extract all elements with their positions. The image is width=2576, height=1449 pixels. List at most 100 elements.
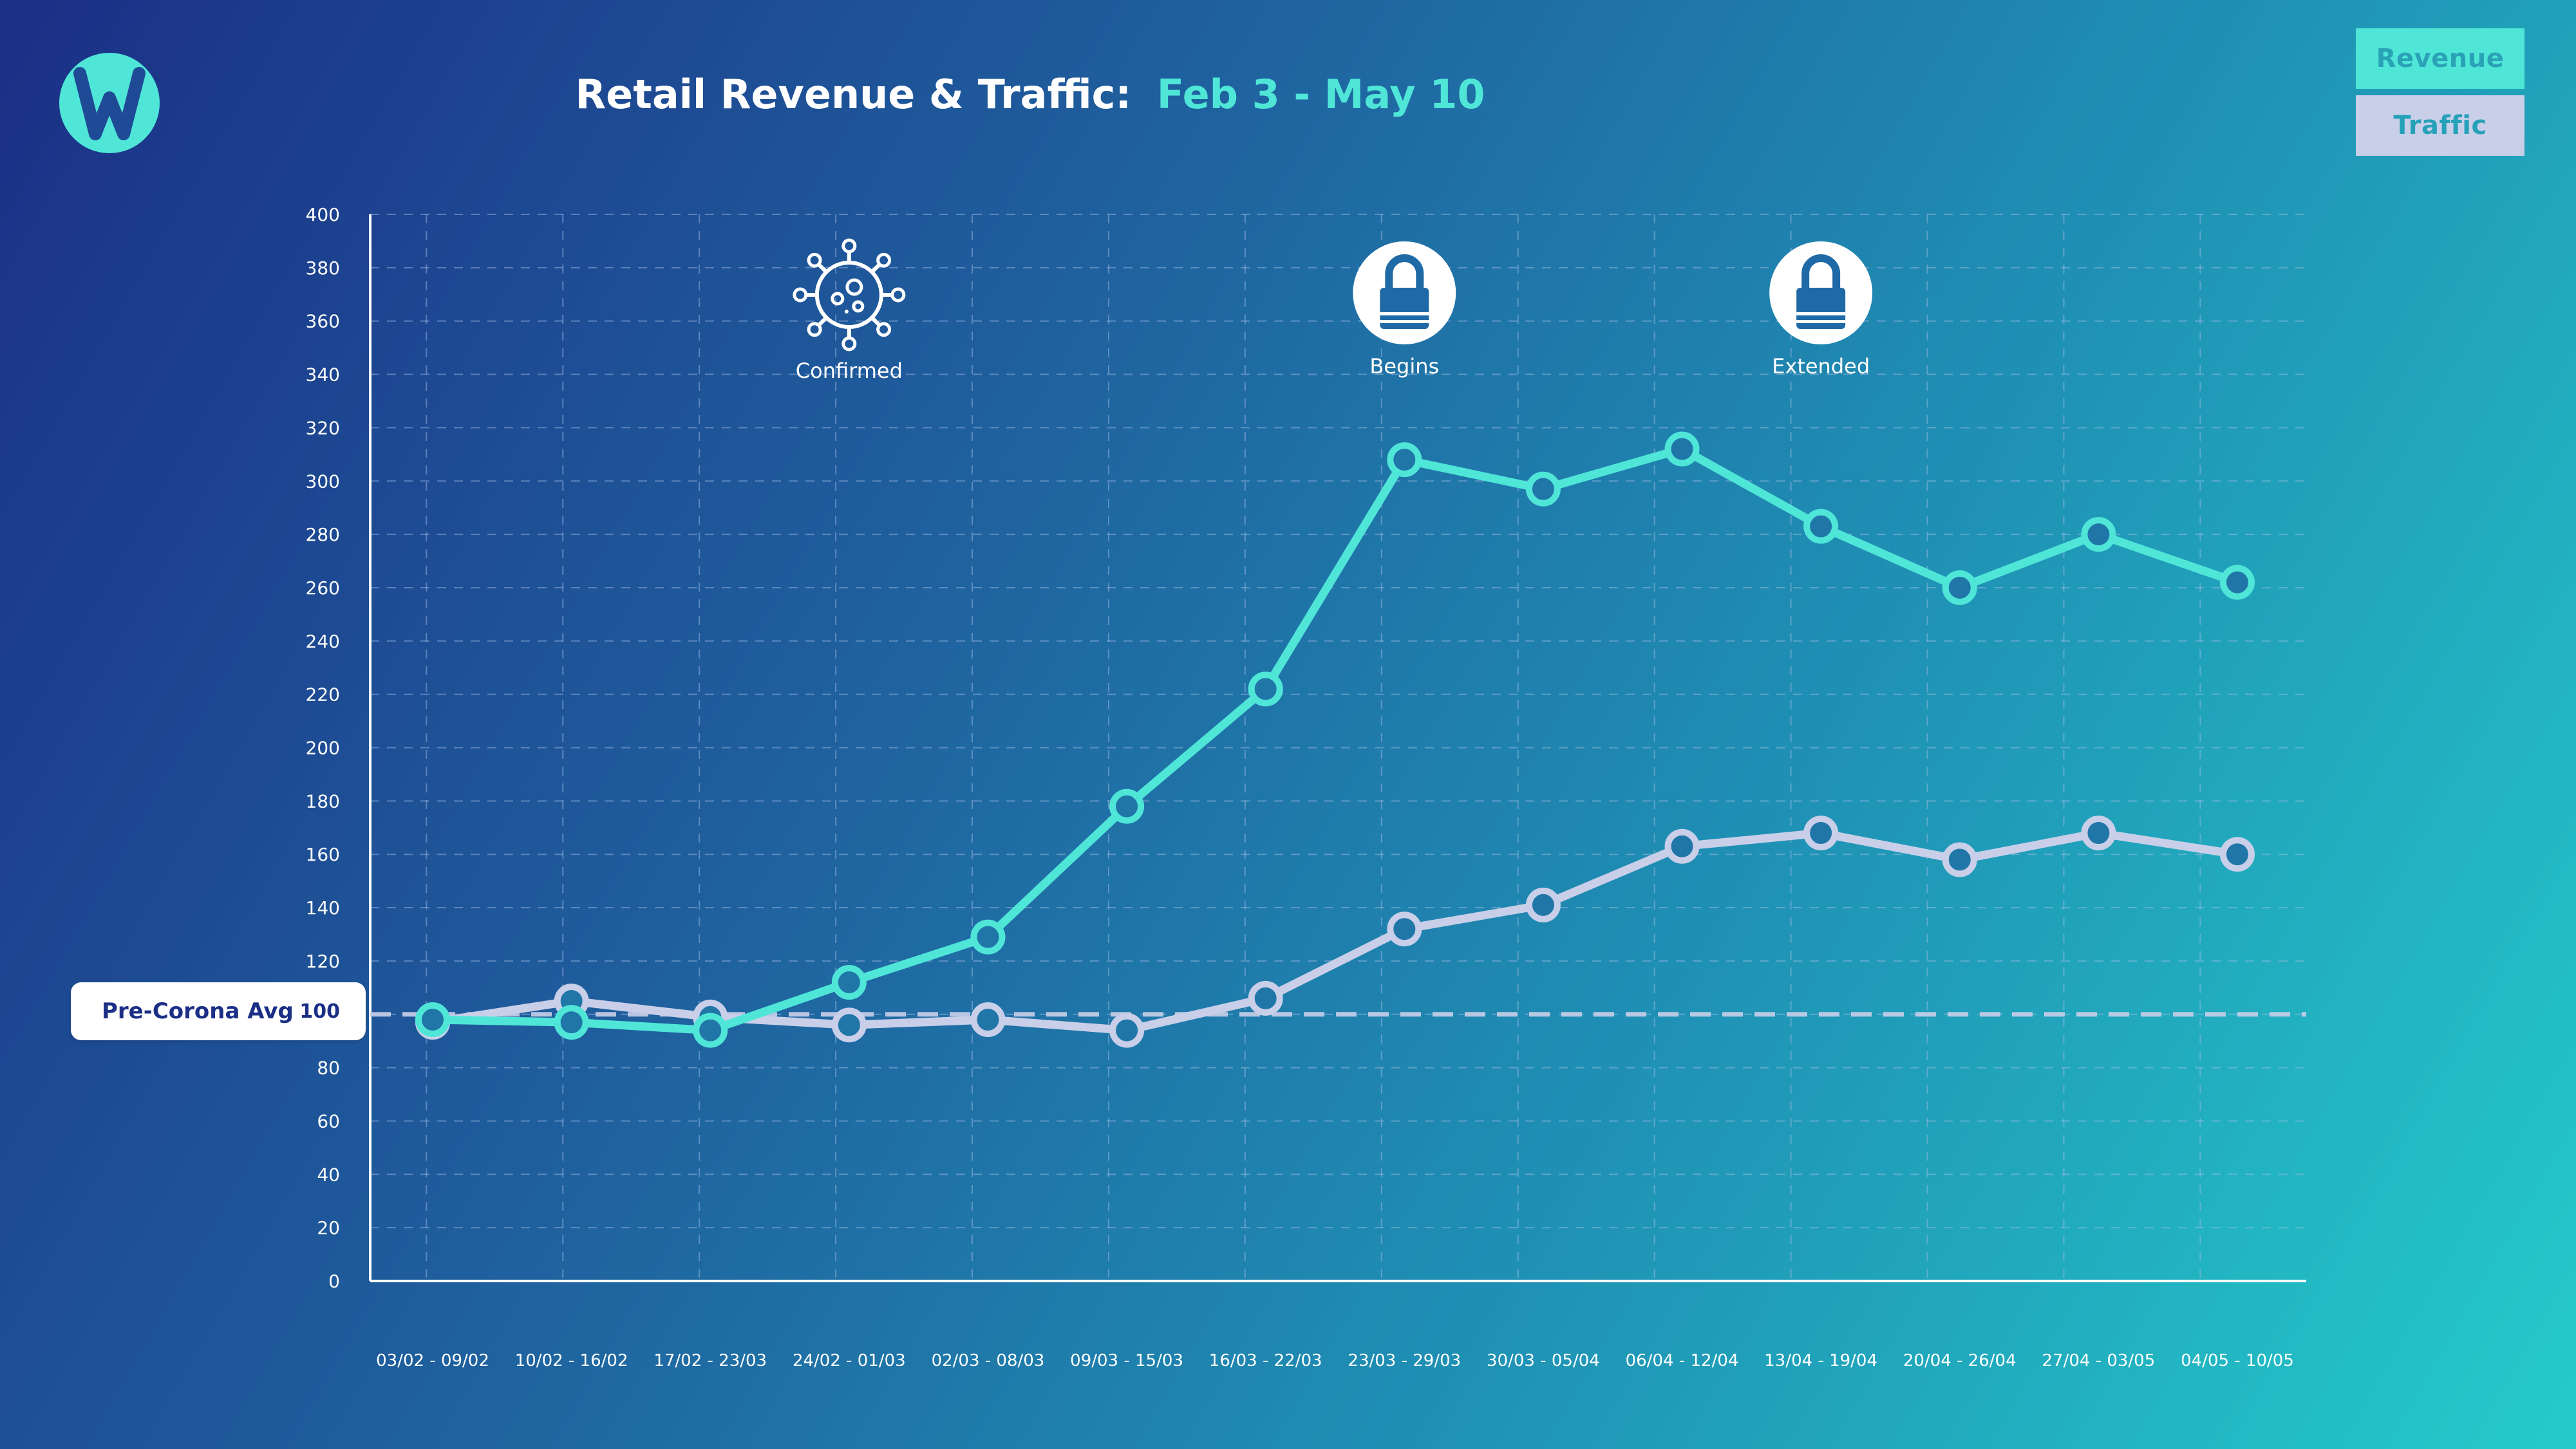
virus-spike-tip — [876, 322, 892, 337]
y-tick-label: 240 — [306, 631, 340, 652]
virus-spike-tip — [841, 238, 857, 254]
grid — [370, 214, 2306, 1281]
series-revenue — [415, 431, 2255, 1048]
y-tick-label: 40 — [317, 1164, 340, 1185]
event-label: Extended — [1772, 354, 1870, 379]
chart-title: Retail Revenue & Traffic: Feb 3 - May 10 — [575, 71, 1485, 118]
event-label: Begins — [1369, 354, 1439, 379]
legend-revenue[interactable]: Revenue — [2356, 28, 2524, 89]
y-tick-label: 400 — [306, 204, 340, 225]
chart-title-accent: Feb 3 - May 10 — [1157, 71, 1485, 118]
x-tick-label: 10/02 - 16/02 — [515, 1351, 628, 1370]
virus-spike-tip — [807, 322, 822, 337]
y-tick-label: 340 — [306, 364, 340, 386]
y-tick-label: 20 — [317, 1217, 340, 1239]
series-traffic — [415, 816, 2255, 1048]
virus-body — [814, 261, 883, 329]
logo-icon — [59, 53, 160, 153]
series — [415, 431, 2255, 1048]
revenue-point — [970, 919, 1006, 955]
x-tick-label: 03/02 - 09/02 — [376, 1351, 489, 1370]
event-marker: Begins — [1353, 241, 1456, 379]
traffic-point — [1387, 911, 1422, 947]
revenue-point — [831, 965, 867, 1000]
virus-spike-tip — [876, 252, 892, 268]
virus-cell — [845, 278, 863, 296]
y-tick-label: 280 — [306, 524, 340, 545]
y-tick-label: 140 — [306, 897, 340, 919]
virus-cell — [831, 292, 845, 306]
revenue-point — [1525, 471, 1561, 507]
virus-spike-tip — [793, 287, 808, 303]
revenue-point — [1109, 789, 1145, 824]
y-tick-label: 320 — [306, 417, 340, 438]
event-marker: Confirmed — [793, 238, 906, 383]
revenue-point — [1387, 442, 1422, 478]
legend-traffic[interactable]: Traffic — [2356, 95, 2524, 156]
traffic-point — [831, 1007, 867, 1043]
legend-revenue-label: Revenue — [2376, 44, 2505, 73]
lock-shackle — [1801, 254, 1841, 293]
y-tick-label: 120 — [306, 951, 340, 972]
virus-spike-tip — [807, 252, 822, 268]
x-tick-label: 23/03 - 29/03 — [1348, 1351, 1461, 1370]
lock-stripe — [1796, 312, 1846, 315]
lock-stripe — [1380, 320, 1429, 323]
x-axis-ticks: 03/02 - 09/02 10/02 - 16/02 17/02 - 23/03 2… — [376, 1351, 2294, 1370]
legend-traffic-label: Traffic — [2393, 111, 2487, 140]
traffic-point — [2220, 837, 2255, 872]
virus-icon — [793, 238, 906, 351]
pre-corona-avg-value: 100 — [299, 1000, 340, 1023]
traffic-point — [2081, 816, 2116, 851]
y-tick-label: 60 — [317, 1110, 340, 1132]
y-tick-label: 160 — [306, 844, 340, 865]
pre-corona-avg-badge: Pre-Corona Avg 100 — [71, 982, 366, 1040]
lock-body — [1380, 288, 1429, 329]
traffic-point — [1803, 816, 1839, 851]
revenue-point — [2081, 517, 2116, 552]
y-tick-label: 0 — [328, 1271, 340, 1292]
axes — [369, 214, 2306, 1282]
event-markers: Confirmed Begins Extended — [793, 238, 1873, 383]
revenue-point — [2220, 565, 2255, 600]
y-tick-label: 300 — [306, 471, 340, 492]
x-tick-label: 27/04 - 03/05 — [2042, 1351, 2155, 1370]
x-tick-label: 02/03 - 08/03 — [932, 1351, 1045, 1370]
logo — [58, 51, 161, 154]
y-tick-label: 200 — [306, 738, 340, 759]
x-tick-label: 16/03 - 22/03 — [1209, 1351, 1322, 1370]
chart-title-prefix: Retail Revenue & Traffic: — [575, 71, 1131, 118]
y-axis-ticks: 0204060801001201401601802002202402602803… — [306, 204, 340, 1292]
traffic-point — [1525, 887, 1561, 922]
x-tick-label: 24/02 - 01/03 — [793, 1351, 906, 1370]
revenue-point — [1942, 570, 1977, 605]
revenue-line — [428, 445, 2242, 1035]
traffic-point — [970, 1002, 1006, 1038]
lock-icon — [1769, 241, 1873, 344]
traffic-point — [1248, 980, 1283, 1016]
x-tick-label: 20/04 - 26/04 — [1903, 1351, 2017, 1370]
event-label: Confirmed — [796, 359, 903, 383]
x-tick-label: 13/04 - 19/04 — [1764, 1351, 1877, 1370]
lock-icon — [1353, 241, 1456, 344]
lock-shackle — [1385, 254, 1424, 293]
traffic-point — [1942, 842, 1977, 877]
traffic-point — [1664, 828, 1700, 864]
x-tick-label: 30/03 - 05/04 — [1487, 1351, 1600, 1370]
x-tick-label: 09/03 - 15/03 — [1070, 1351, 1183, 1370]
x-tick-label: 04/05 - 10/05 — [2181, 1351, 2294, 1370]
event-marker: Extended — [1769, 241, 1873, 379]
y-tick-label: 180 — [306, 790, 340, 812]
revenue-point — [1664, 431, 1700, 467]
revenue-point — [1803, 509, 1839, 544]
revenue-point — [1248, 671, 1283, 707]
revenue-point — [415, 1002, 450, 1038]
traffic-point — [1109, 1013, 1145, 1048]
y-tick-label: 220 — [306, 684, 340, 706]
y-tick-label: 260 — [306, 577, 340, 599]
lock-body — [1796, 288, 1846, 329]
lock-stripe — [1796, 320, 1846, 323]
virus-spike-tip — [841, 336, 857, 351]
